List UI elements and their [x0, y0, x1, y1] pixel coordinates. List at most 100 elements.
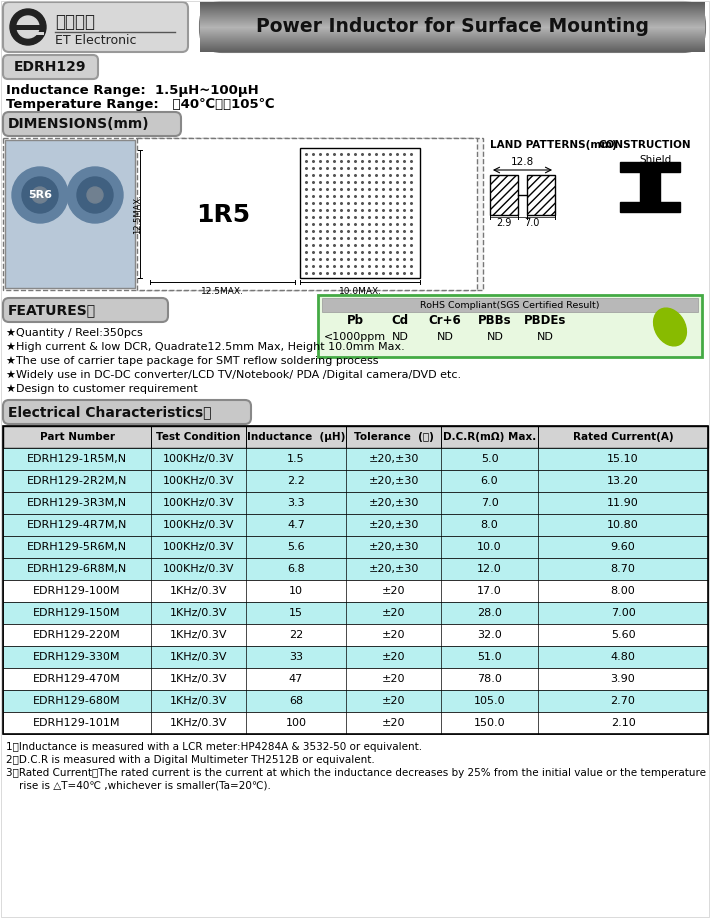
Text: ND: ND [537, 332, 553, 342]
Text: 3.3: 3.3 [287, 498, 305, 508]
Bar [200, 45, 705, 46]
Text: EDRH129-101M: EDRH129-101M [33, 718, 121, 728]
Text: 51.0: 51.0 [477, 652, 502, 662]
Bar [200, 27, 705, 28]
Text: EDRH129-4R7M,N: EDRH129-4R7M,N [27, 520, 127, 530]
Text: 32.0: 32.0 [477, 630, 502, 640]
Text: 100KHz/0.3V: 100KHz/0.3V [163, 498, 234, 508]
Bar [200, 10, 705, 11]
Text: Pb: Pb [346, 315, 364, 328]
Text: ★Design to customer requirement: ★Design to customer requirement [6, 384, 198, 394]
Bar [200, 23, 705, 24]
Bar [200, 43, 705, 44]
Text: 2．D.C.R is measured with a Digital Multimeter TH2512B or equivalent.: 2．D.C.R is measured with a Digital Multi… [6, 755, 375, 765]
Bar [200, 6, 705, 7]
Circle shape [77, 177, 113, 213]
Text: EDRH129-100M: EDRH129-100M [33, 586, 121, 596]
Bar [3, 558, 708, 580]
Text: 105.0: 105.0 [474, 696, 506, 706]
Bar [200, 31, 705, 32]
Text: EDRH129-3R3M,N: EDRH129-3R3M,N [27, 498, 127, 508]
Text: 8.00: 8.00 [611, 586, 635, 596]
Bar [5, 140, 135, 288]
Text: 1KHz/0.3V: 1KHz/0.3V [170, 718, 227, 728]
Text: ±20,±30: ±20,±30 [368, 454, 419, 464]
Bar [3, 646, 708, 668]
Bar [3, 602, 708, 624]
Text: EDRH129-6R8M,N: EDRH129-6R8M,N [27, 564, 127, 574]
Text: 1KHz/0.3V: 1KHz/0.3V [170, 674, 227, 684]
Bar [3, 514, 708, 536]
Bar [3, 138, 483, 290]
Text: EDRH129-2R2M,N: EDRH129-2R2M,N [27, 476, 127, 486]
Text: EDRH129-1R5M,N: EDRH129-1R5M,N [27, 454, 127, 464]
Text: 150.0: 150.0 [474, 718, 506, 728]
Circle shape [32, 187, 48, 203]
Bar [200, 5, 705, 6]
Bar [200, 2, 705, 3]
Text: ±20,±30: ±20,±30 [368, 476, 419, 486]
Bar [200, 13, 705, 14]
Bar [200, 26, 705, 27]
Text: 1KHz/0.3V: 1KHz/0.3V [170, 608, 227, 618]
Text: Inductance  (μH): Inductance (μH) [247, 432, 345, 442]
Text: 12.8: 12.8 [510, 157, 534, 167]
Bar [200, 16, 705, 17]
Bar [200, 7, 705, 8]
FancyBboxPatch shape [3, 298, 168, 322]
Bar [200, 48, 705, 49]
Text: ±20: ±20 [382, 630, 405, 640]
Bar [200, 12, 705, 13]
Text: ±20,±30: ±20,±30 [368, 542, 419, 552]
Circle shape [12, 167, 68, 223]
Bar [200, 38, 705, 39]
Text: EDRH129-680M: EDRH129-680M [33, 696, 121, 706]
Text: 11.90: 11.90 [607, 498, 639, 508]
Bar [200, 49, 705, 50]
Text: FEATURES：: FEATURES： [8, 303, 96, 317]
Bar [490, 175, 518, 215]
Text: ★Quantity / Reel:350pcs: ★Quantity / Reel:350pcs [6, 328, 143, 338]
Text: Part Number: Part Number [40, 432, 114, 442]
Bar [200, 29, 705, 30]
Text: ±20: ±20 [382, 718, 405, 728]
Bar [200, 41, 705, 42]
FancyBboxPatch shape [3, 55, 98, 79]
Text: 7.0: 7.0 [481, 498, 498, 508]
Bar [200, 51, 705, 52]
Text: 9.60: 9.60 [611, 542, 635, 552]
Bar [200, 22, 705, 23]
Text: 100KHz/0.3V: 100KHz/0.3V [163, 476, 234, 486]
Text: DIMENSIONS(mm): DIMENSIONS(mm) [8, 117, 150, 131]
Text: PBDEs: PBDEs [524, 315, 566, 328]
Text: 1KHz/0.3V: 1KHz/0.3V [170, 586, 227, 596]
Text: ±20: ±20 [382, 674, 405, 684]
Text: ±20,±30: ±20,±30 [368, 564, 419, 574]
Bar [200, 15, 705, 16]
Text: 7.00: 7.00 [611, 608, 635, 618]
Text: 1.5: 1.5 [287, 454, 305, 464]
Text: 17.0: 17.0 [477, 586, 502, 596]
Bar [200, 42, 705, 43]
Text: 4.7: 4.7 [287, 520, 305, 530]
Text: Cd: Cd [391, 315, 408, 328]
Text: 100KHz/0.3V: 100KHz/0.3V [163, 542, 234, 552]
Text: 78.0: 78.0 [477, 674, 502, 684]
Bar [3, 426, 708, 448]
Circle shape [17, 16, 39, 38]
Text: ±20: ±20 [382, 652, 405, 662]
Text: Test Condition: Test Condition [156, 432, 241, 442]
Bar [200, 35, 705, 36]
Text: 1R5: 1R5 [196, 203, 250, 227]
Text: 3.90: 3.90 [611, 674, 635, 684]
Text: ±20: ±20 [382, 608, 405, 618]
Text: ★Widely use in DC-DC converter/LCD TV/Notebook/ PDA /Digital camera/DVD etc.: ★Widely use in DC-DC converter/LCD TV/No… [6, 370, 461, 380]
Text: 10.0: 10.0 [477, 542, 502, 552]
Bar [200, 28, 705, 29]
Text: PBBs: PBBs [479, 315, 512, 328]
Bar [200, 14, 705, 15]
Bar [200, 8, 705, 9]
Text: EDRH129-150M: EDRH129-150M [33, 608, 121, 618]
Bar [200, 19, 705, 20]
Text: ±20: ±20 [382, 586, 405, 596]
